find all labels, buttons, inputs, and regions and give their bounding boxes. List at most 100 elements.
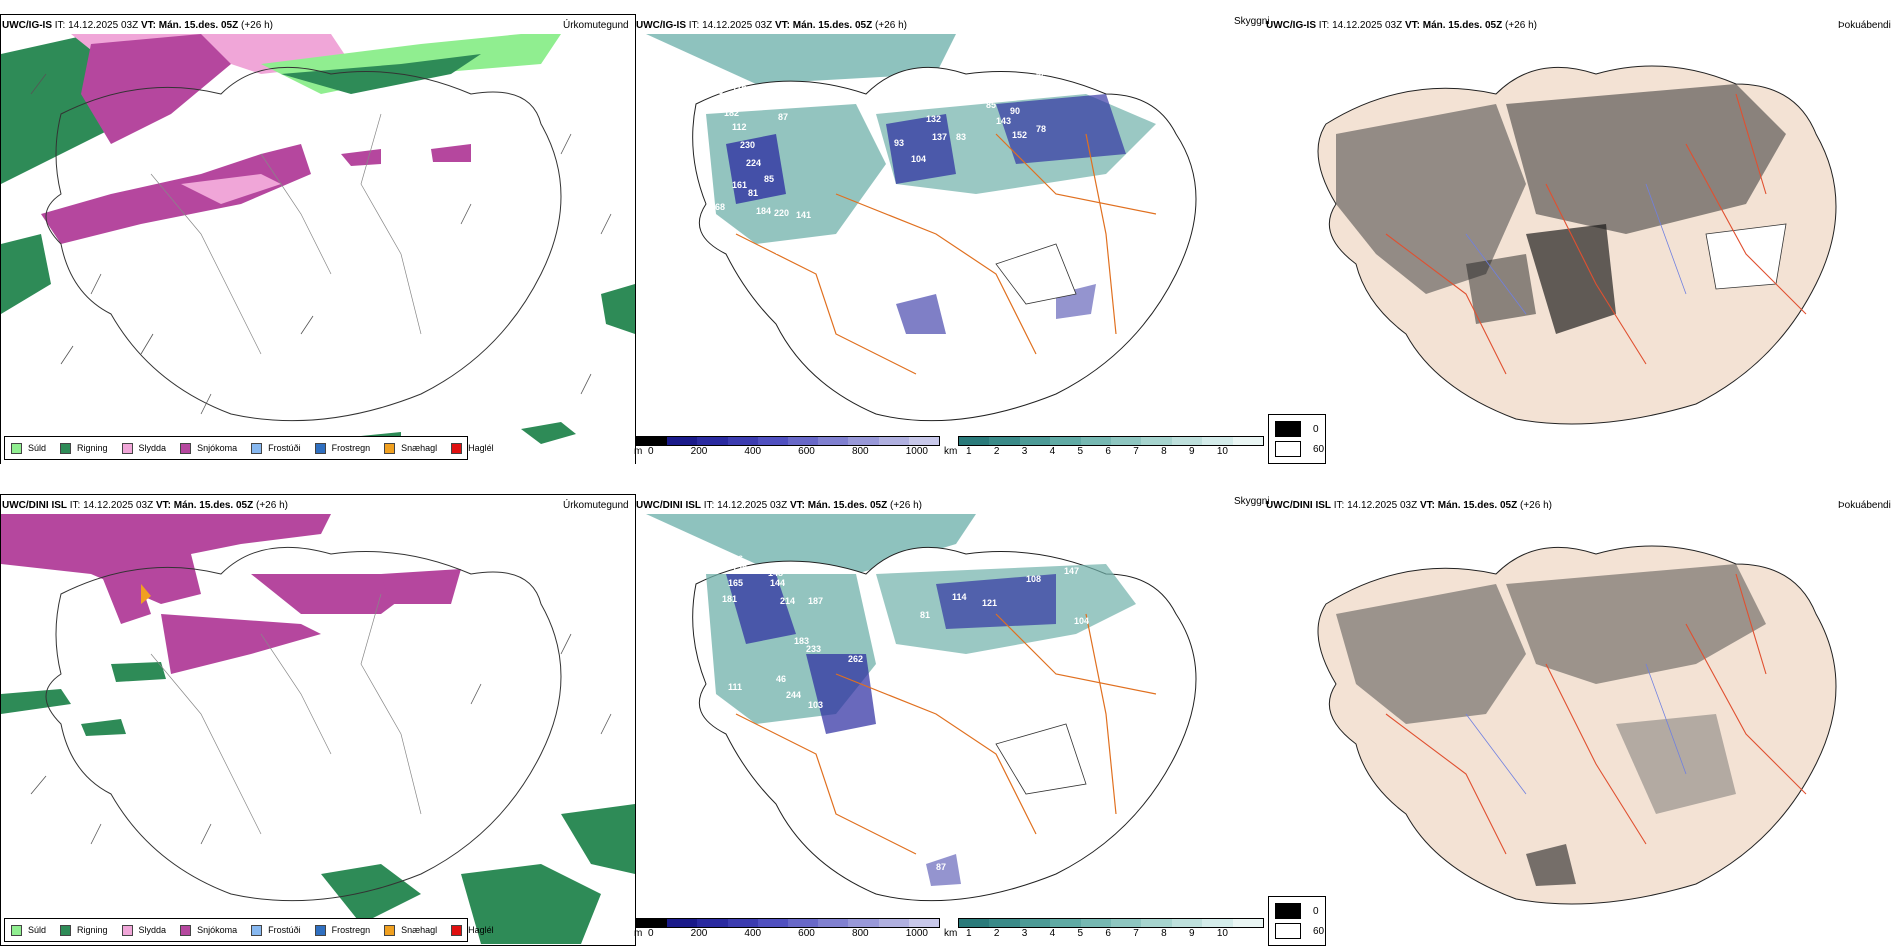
visibility-value-label: 184 (756, 206, 771, 216)
visibility-value-label: 46 (776, 674, 786, 684)
visibility-value-label: 168 (710, 202, 725, 212)
panel-header: UWC/IG-IS IT: 14.12.2025 03Z VT: Mán. 15… (2, 20, 273, 31)
colorbar-swatch (667, 437, 698, 445)
legend-item-hagel: Haglél (451, 442, 494, 454)
visibility-value-label: 104 (1074, 616, 1089, 626)
legend-item-sudl: Súld (11, 442, 46, 454)
visibility-value-label: 230 (740, 140, 755, 150)
visibility-value-label: 148 (768, 568, 783, 578)
visibility-value-label: 108 (1026, 574, 1041, 584)
colorbar-swatch (1141, 919, 1172, 927)
visibility-value-label: 112 (732, 122, 747, 132)
panel-title: Skyggni (1234, 16, 1270, 27)
precip-legend: Súld Rigning Slydda Snjókoma Frostúði Fr… (4, 918, 494, 942)
visibility-value-label: 93 (894, 138, 904, 148)
visibility-value-label: 125 (732, 564, 747, 574)
visibility-value-label: 90 (1010, 106, 1020, 116)
legend-item-frostregn: Frostregn (314, 924, 370, 936)
colorbar-swatch (788, 437, 819, 445)
legend-item-rigning: Rigning (60, 442, 108, 454)
legend-item-snaehagl: Snæhagl (384, 924, 437, 936)
unit-m: m (634, 928, 643, 939)
colorbar-swatch (1080, 437, 1112, 445)
colorbar-swatch (697, 437, 728, 445)
visibility-value-label: 144 (770, 578, 785, 588)
colorbar-swatch (1111, 919, 1142, 927)
visibility-value-label: 181 (722, 594, 737, 604)
fog-panel-ig: UWC/IG-IS IT: 14.12.2025 03Z VT: Mán. 15… (1266, 14, 1900, 464)
visibility-value-label: 87 (778, 112, 788, 122)
visibility-value-label: 187 (808, 596, 823, 606)
colorbar-swatch (959, 919, 990, 927)
visibility-value-label: 78 (1036, 124, 1046, 134)
visibility-value-label: 182 (724, 108, 739, 118)
colorbar-swatch (1080, 919, 1112, 927)
panel-header: UWC/IG-IS IT: 14.12.2025 03Z VT: Mán. 15… (636, 20, 907, 31)
panel-header: UWC/DINI ISL IT: 14.12.2025 03Z VT: Mán.… (2, 500, 288, 511)
visibility-value-label: 134 (702, 222, 717, 232)
visibility-value-label: 165 (728, 578, 743, 588)
colorbar-swatch (908, 919, 940, 927)
visibility-value-label: 83 (956, 132, 966, 142)
colorbar-swatch (727, 437, 758, 445)
visibility-value-label: 280 (711, 71, 726, 81)
visibility-value-label: 244 (786, 690, 801, 700)
visibility-value-label: 143 (996, 116, 1011, 126)
visibility-panel-ig: UWC/IG-IS IT: 14.12.2025 03Z VT: Mán. 15… (634, 16, 1270, 457)
colorbar-swatch (697, 919, 728, 927)
visibility-value-label: 81 (748, 188, 758, 198)
colorbar-swatch (848, 437, 879, 445)
visibility-value-label: 57 (900, 194, 910, 204)
unit-km: km (944, 446, 958, 457)
colorbar-swatch (1232, 437, 1264, 445)
visibility-value-label: 215 (776, 246, 791, 256)
visibility-value-label: 121 (982, 598, 997, 608)
visibility-panel-dini: UWC/DINI ISL IT: 14.12.2025 03Z VT: Mán.… (634, 496, 1270, 939)
precip-type-panel-dini: UWC/DINI ISL IT: 14.12.2025 03Z VT: Mán.… (0, 494, 636, 946)
colorbar-swatch (1202, 437, 1233, 445)
colorbar-swatch (878, 437, 909, 445)
visibility-value-label: 103 (808, 700, 823, 710)
colorbar-swatch (1050, 919, 1081, 927)
colorbar-swatch (1019, 437, 1051, 445)
colorbar-swatch (667, 919, 698, 927)
vis-colorbar-km (958, 436, 1264, 446)
visibility-value-label: 541 (884, 658, 899, 668)
visibility-value-label: 76 (1036, 72, 1046, 82)
colorbar-swatch (1171, 437, 1203, 445)
visibility-value-label: 130 (754, 88, 769, 98)
colorbar-swatch (878, 919, 909, 927)
visibility-value-label: 233 (806, 644, 821, 654)
visibility-value-label: 161 (732, 180, 747, 190)
legend-item-sudl: Súld (11, 924, 46, 936)
colorbar-swatch (637, 919, 668, 927)
legend-item-frostudi: Frostúði (251, 924, 301, 936)
colorbar-swatch (848, 919, 879, 927)
colorbar-swatch (1050, 437, 1081, 445)
visibility-value-label: 183 (794, 636, 809, 646)
legend-item-frostudi: Frostúði (251, 442, 301, 454)
visibility-value-label: 186 (728, 554, 743, 564)
colorbar-swatch (818, 437, 849, 445)
colorbar-swatch (1232, 919, 1264, 927)
colorbar-swatch (1019, 919, 1051, 927)
fog-map (1317, 545, 1837, 905)
legend-item-snjokoma: Snjókoma (180, 442, 237, 454)
visibility-value-label: 276 (708, 86, 723, 96)
visibility-value-label: 104 (911, 154, 926, 164)
precip-map (1, 34, 635, 464)
visibility-value-label: 85 (764, 174, 774, 184)
legend-item-frostregn: Frostregn (314, 442, 370, 454)
panel-title: Úrkomutegund (563, 20, 629, 31)
vis-colorbar-km (958, 918, 1264, 928)
panel-title: Þokuábendi (1838, 20, 1891, 31)
visibility-value-label: 132 (926, 114, 941, 124)
legend-item-snjokoma: Snjókoma (180, 924, 237, 936)
visibility-value-label: 152 (1012, 130, 1027, 140)
visibility-value-label: 220 (774, 208, 789, 218)
colorbar-swatch (818, 919, 849, 927)
colorbar-swatch (1111, 437, 1142, 445)
